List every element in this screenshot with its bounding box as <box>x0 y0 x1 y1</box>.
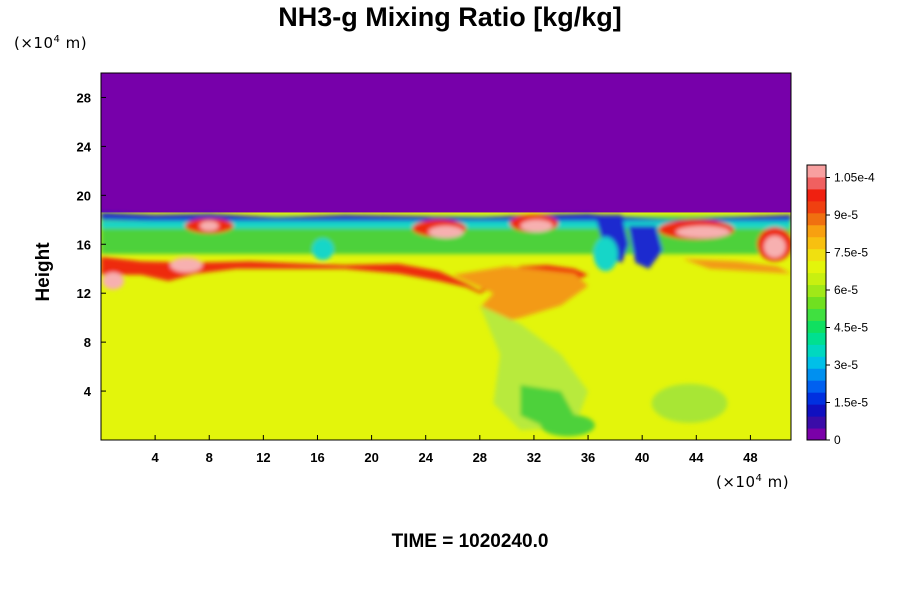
y-tick-label: 8 <box>84 335 91 350</box>
swirl-green-34 <box>540 414 595 437</box>
x-tick-label: 36 <box>581 450 595 465</box>
intrusion-blue-1 <box>594 214 629 263</box>
y-tick-label: 20 <box>77 188 91 203</box>
colorbar-segment <box>807 248 826 262</box>
colorbar-segment <box>807 332 826 345</box>
plot-frame <box>100 72 792 441</box>
colorbar-segment <box>807 320 826 333</box>
colorbar-tick-label: 3e-5 <box>834 358 858 372</box>
y-unit-suffix: m) <box>60 34 88 52</box>
eddy-cyan <box>312 238 334 261</box>
x-axis-unit: (×104 m) <box>716 473 789 491</box>
colorbar-segment <box>807 392 826 405</box>
y-tick-label: 16 <box>77 237 91 252</box>
colorbar-segment <box>807 416 826 429</box>
colorbar-tick-label: 0 <box>834 433 841 447</box>
x-tick-label: 16 <box>310 450 324 465</box>
x-tick-label: 44 <box>689 450 704 465</box>
colorbar-segment <box>807 356 826 369</box>
colorbar-segment <box>807 176 826 190</box>
colorbar-segment <box>807 224 826 238</box>
colorbar-tick-label: 9e-5 <box>834 208 858 222</box>
field-structures <box>101 212 791 437</box>
colorbar-tick-label: 1.5e-5 <box>834 396 868 410</box>
core-pink-25 <box>428 225 464 239</box>
core-pink-32 <box>520 219 553 233</box>
blob-pink-6 <box>170 257 203 273</box>
x-tick-label: 24 <box>418 450 433 465</box>
colorbar: 0 1.5e-5 3e-5 4.5e-5 6e-5 7.5e-5 9e-5 1.05e-4 <box>806 164 875 447</box>
colorbar-tick-label: 4.5e-5 <box>834 321 868 335</box>
y-tick-label: 24 <box>77 139 92 154</box>
x-tick-label: 48 <box>743 450 757 465</box>
core-pink-8 <box>199 221 219 231</box>
blob-pink-left <box>102 272 124 290</box>
y-unit-exponent: 4 <box>53 34 61 45</box>
x-tick-label: 40 <box>635 450 649 465</box>
colorbar-tick-label: 6e-5 <box>834 283 858 297</box>
intrusion-blue-2 <box>628 225 663 269</box>
time-label: TIME = 1020240.0 <box>391 531 549 552</box>
colorbar-segment <box>807 380 826 393</box>
colorbar-segment <box>807 212 826 226</box>
colorbar-segment <box>807 200 826 214</box>
x-tick-label: 28 <box>473 450 487 465</box>
x-tick-label: 4 <box>152 450 160 465</box>
colorbar-segment <box>807 236 826 250</box>
colorbar-segment <box>807 368 826 381</box>
y-axis-unit: (×104 m) <box>14 34 87 52</box>
x-tick-label: 8 <box>206 450 213 465</box>
x-unit-suffix: m) <box>762 473 790 491</box>
colorbar-segment <box>807 165 826 178</box>
colorbar-segment <box>807 344 826 357</box>
field-depleted-region <box>101 73 791 213</box>
colorbar-segment <box>807 296 826 309</box>
boundary-blue <box>101 212 791 228</box>
intrusion-cyan <box>593 236 618 272</box>
colorbar-segment <box>807 188 826 202</box>
core-pink-50 <box>763 235 786 258</box>
colorbar-segment <box>807 308 826 321</box>
x-tick-label: 20 <box>364 450 378 465</box>
colorbar-segment <box>807 260 826 274</box>
colorbar-segment <box>807 272 826 286</box>
colorbar-tick-label: 7.5e-5 <box>834 246 868 260</box>
colorbar-segment <box>807 284 826 298</box>
x-tick-label: 32 <box>527 450 541 465</box>
y-tick-label: 4 <box>84 384 92 399</box>
colorbar-segment <box>807 404 826 417</box>
patch-orange-right <box>682 258 791 274</box>
colorbar-frame <box>806 164 827 441</box>
core-pink-44 <box>676 225 731 239</box>
y-unit-prefix: (×10 <box>14 34 54 52</box>
x-unit-prefix: (×10 <box>716 473 756 491</box>
band-red <box>101 256 589 294</box>
x-unit-exponent: 4 <box>755 473 763 484</box>
colorbar-segment <box>807 428 826 441</box>
y-tick-label: 12 <box>77 286 91 301</box>
x-tick-label: 12 <box>256 450 270 465</box>
heatmap-field <box>101 73 791 440</box>
swirl-green-44 <box>651 383 728 423</box>
chart-title: NH3-g Mixing Ratio [kg/kg] <box>278 2 622 32</box>
y-tick-label: 28 <box>77 90 91 105</box>
colorbar-tick-label: 1.05e-4 <box>834 171 875 185</box>
